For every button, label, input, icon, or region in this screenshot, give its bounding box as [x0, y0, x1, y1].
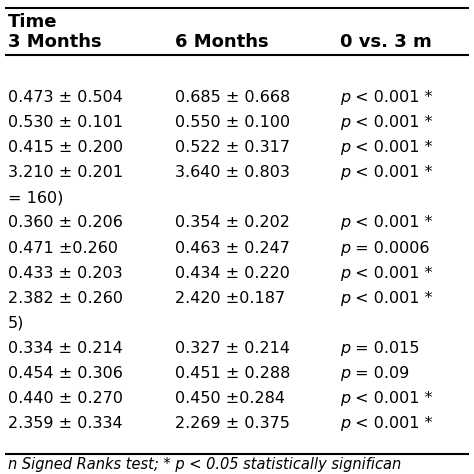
Text: = 0.015: = 0.015: [350, 341, 419, 356]
Text: < 0.001 *: < 0.001 *: [350, 216, 432, 230]
Text: 0.463 ± 0.247: 0.463 ± 0.247: [175, 240, 290, 255]
Text: p: p: [340, 240, 350, 255]
Text: < 0.001 *: < 0.001 *: [350, 291, 432, 306]
Text: Time: Time: [8, 13, 57, 31]
Text: < 0.001 *: < 0.001 *: [350, 115, 432, 130]
Text: 0.685 ± 0.668: 0.685 ± 0.668: [175, 90, 290, 105]
Text: < 0.001 *: < 0.001 *: [350, 90, 432, 105]
Text: 0 vs. 3 m: 0 vs. 3 m: [340, 33, 432, 51]
Text: = 160): = 160): [8, 191, 64, 205]
Text: 0.451 ± 0.288: 0.451 ± 0.288: [175, 366, 291, 381]
Text: p: p: [340, 265, 350, 281]
Text: p: p: [340, 366, 350, 381]
Text: 5): 5): [8, 316, 24, 331]
Text: p: p: [340, 291, 350, 306]
Text: 2.420 ±0.187: 2.420 ±0.187: [175, 291, 285, 306]
Text: 0.334 ± 0.214: 0.334 ± 0.214: [8, 341, 123, 356]
Text: 0.530 ± 0.101: 0.530 ± 0.101: [8, 115, 123, 130]
Text: 0.415 ± 0.200: 0.415 ± 0.200: [8, 140, 123, 155]
Text: 3.210 ± 0.201: 3.210 ± 0.201: [8, 165, 123, 180]
Text: 0.434 ± 0.220: 0.434 ± 0.220: [175, 265, 290, 281]
Text: 0.454 ± 0.306: 0.454 ± 0.306: [8, 366, 123, 381]
Text: 0.440 ± 0.270: 0.440 ± 0.270: [8, 391, 123, 406]
Text: < 0.001 *: < 0.001 *: [350, 140, 432, 155]
Text: = 0.09: = 0.09: [350, 366, 409, 381]
Text: 0.433 ± 0.203: 0.433 ± 0.203: [8, 265, 123, 281]
Text: 3.640 ± 0.803: 3.640 ± 0.803: [175, 165, 290, 180]
Text: p: p: [340, 416, 350, 431]
Text: 0.473 ± 0.504: 0.473 ± 0.504: [8, 90, 123, 105]
Text: p: p: [340, 115, 350, 130]
Text: p: p: [340, 216, 350, 230]
Text: < 0.001 *: < 0.001 *: [350, 165, 432, 180]
Text: < 0.001 *: < 0.001 *: [350, 265, 432, 281]
Text: 0.327 ± 0.214: 0.327 ± 0.214: [175, 341, 290, 356]
Text: p: p: [340, 165, 350, 180]
Text: 0.360 ± 0.206: 0.360 ± 0.206: [8, 216, 123, 230]
Text: p: p: [340, 341, 350, 356]
Text: 0.354 ± 0.202: 0.354 ± 0.202: [175, 216, 290, 230]
Text: 0.471 ±0.260: 0.471 ±0.260: [8, 240, 118, 255]
Text: 6 Months: 6 Months: [175, 33, 269, 51]
Text: 0.522 ± 0.317: 0.522 ± 0.317: [175, 140, 290, 155]
Text: 2.382 ± 0.260: 2.382 ± 0.260: [8, 291, 123, 306]
Text: n Signed Ranks test; * p < 0.05 statistically significan: n Signed Ranks test; * p < 0.05 statisti…: [8, 456, 401, 472]
Text: < 0.001 *: < 0.001 *: [350, 391, 432, 406]
Text: 2.269 ± 0.375: 2.269 ± 0.375: [175, 416, 290, 431]
Text: 3 Months: 3 Months: [8, 33, 101, 51]
Text: 2.359 ± 0.334: 2.359 ± 0.334: [8, 416, 123, 431]
Text: p: p: [340, 391, 350, 406]
Text: < 0.001 *: < 0.001 *: [350, 416, 432, 431]
Text: 0.550 ± 0.100: 0.550 ± 0.100: [175, 115, 290, 130]
Text: p: p: [340, 140, 350, 155]
Text: 0.450 ±0.284: 0.450 ±0.284: [175, 391, 285, 406]
Text: p: p: [340, 90, 350, 105]
Text: = 0.0006: = 0.0006: [350, 240, 429, 255]
